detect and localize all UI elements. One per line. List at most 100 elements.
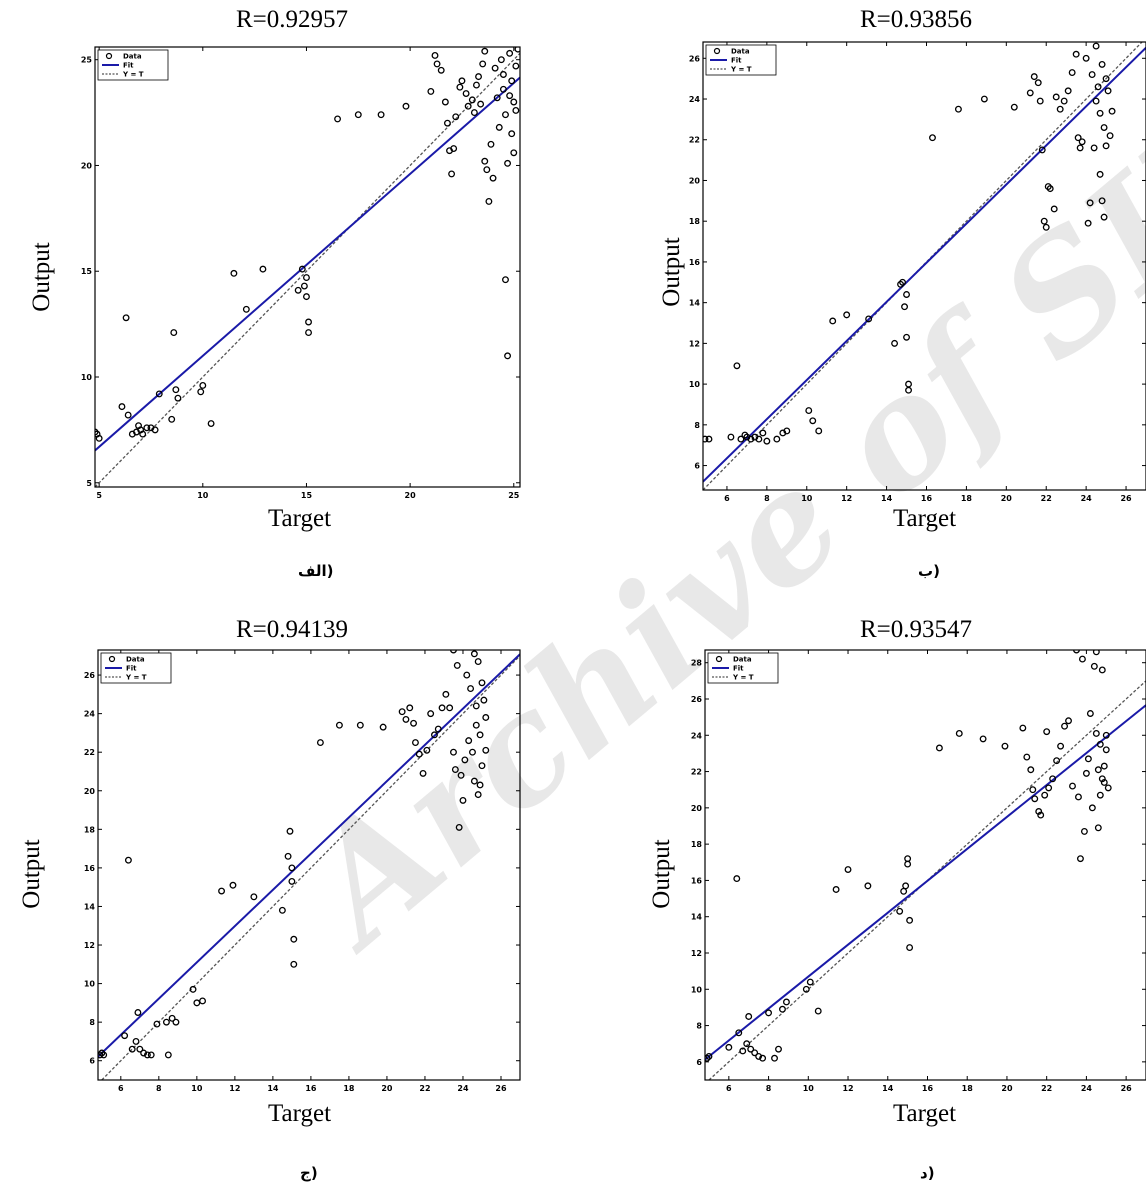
y-tick-label: 24	[84, 710, 96, 719]
data-point	[118, 403, 126, 411]
panel-a-title: R=0.92957	[236, 6, 349, 33]
data-point	[1053, 757, 1061, 765]
data-point	[316, 739, 324, 747]
x-tick-label: 25	[508, 491, 520, 500]
data-point	[1098, 666, 1106, 674]
data-point	[474, 658, 482, 666]
data-point	[95, 434, 103, 442]
data-point	[379, 723, 387, 731]
data-point	[773, 435, 781, 443]
legend-label: Fit	[126, 665, 137, 673]
data-point	[193, 999, 201, 1007]
legend-label: Fit	[733, 665, 744, 673]
data-point	[510, 149, 518, 157]
data-point	[448, 170, 456, 178]
data-point	[478, 679, 486, 687]
data-point	[438, 704, 446, 712]
data-point	[1104, 87, 1112, 95]
panel-d-plot: 6 8 10 12 14 16 18 20 22 24 26 6 8 10 12 14 16 18 20 22 24 26…	[691, 649, 1146, 1093]
data-point	[1092, 650, 1100, 656]
data-point	[470, 109, 478, 117]
y-tick-label: 6	[694, 462, 700, 471]
x-tick-label: 16	[305, 1084, 317, 1093]
data-point	[1035, 808, 1043, 815]
data-point	[955, 730, 963, 737]
x-tick-label: 8	[764, 494, 770, 503]
data-point	[502, 111, 509, 119]
data-point	[134, 1009, 142, 1016]
data-point	[199, 382, 207, 389]
panel-b-xlabel: Target	[893, 505, 957, 532]
data-point	[1040, 217, 1048, 225]
y-tick-label: 8	[89, 1018, 95, 1027]
y-tick-label: 22	[84, 748, 95, 757]
data-point	[132, 1037, 140, 1045]
data-point	[1098, 197, 1106, 205]
data-point	[1029, 786, 1037, 794]
data-point	[802, 985, 810, 993]
data-point	[747, 1045, 755, 1053]
data-point	[189, 985, 197, 993]
x-tick-label: 15	[301, 491, 313, 500]
data-point	[508, 77, 516, 85]
data-point	[504, 159, 512, 167]
data-point	[124, 411, 132, 419]
data-point	[453, 661, 461, 669]
y-tick-label: 6	[89, 1057, 95, 1066]
x-tick-label: 24	[457, 1084, 469, 1093]
data-point	[1096, 109, 1104, 117]
data-point	[1023, 753, 1031, 761]
x-tick-label: 5	[96, 491, 102, 500]
data-point	[242, 305, 250, 313]
data-point	[98, 1051, 104, 1059]
data-point	[809, 417, 817, 425]
data-point	[495, 123, 503, 131]
data-point	[168, 1014, 176, 1022]
data-point	[1027, 766, 1035, 774]
data-point	[1084, 755, 1092, 763]
data-point	[815, 427, 823, 435]
data-point	[844, 866, 852, 873]
data-point	[805, 407, 813, 415]
fit-line	[703, 46, 1146, 483]
data-point	[473, 81, 480, 89]
y-tick-label: 20	[84, 787, 96, 796]
data-point	[354, 111, 362, 119]
data-point	[467, 685, 475, 693]
y-tick-label: 6	[696, 1058, 702, 1067]
legend-data-marker	[713, 47, 721, 55]
legend-label: Y = T	[732, 674, 754, 682]
data-point	[906, 944, 914, 952]
y-tick-label: 20	[691, 804, 703, 813]
legend-label: Y = T	[125, 674, 147, 682]
panel-c-xlabel: Target	[268, 1100, 332, 1127]
data-point	[1084, 219, 1092, 227]
data-point	[1045, 784, 1053, 792]
x-tick-label: 14	[881, 494, 893, 503]
data-point	[419, 769, 427, 777]
data-point	[1100, 213, 1108, 221]
data-point	[455, 823, 463, 831]
data-point	[904, 855, 912, 863]
data-point	[479, 60, 487, 68]
data-point	[147, 1051, 155, 1059]
x-tick-label: 16	[922, 1084, 934, 1093]
data-point	[423, 746, 431, 754]
data-point	[506, 49, 514, 57]
data-point	[906, 916, 914, 924]
data-point	[470, 777, 478, 785]
identity-line	[95, 52, 520, 487]
data-point	[303, 293, 310, 301]
data-point	[431, 731, 438, 739]
data-point	[128, 1045, 136, 1053]
data-point	[508, 130, 516, 138]
data-point	[929, 134, 936, 142]
data-point	[458, 77, 466, 85]
data-point	[1068, 69, 1076, 76]
plot-area	[703, 42, 1146, 490]
legend-label: Data	[731, 48, 750, 56]
data-point	[1046, 185, 1054, 193]
x-tick-label: 10	[197, 491, 209, 500]
